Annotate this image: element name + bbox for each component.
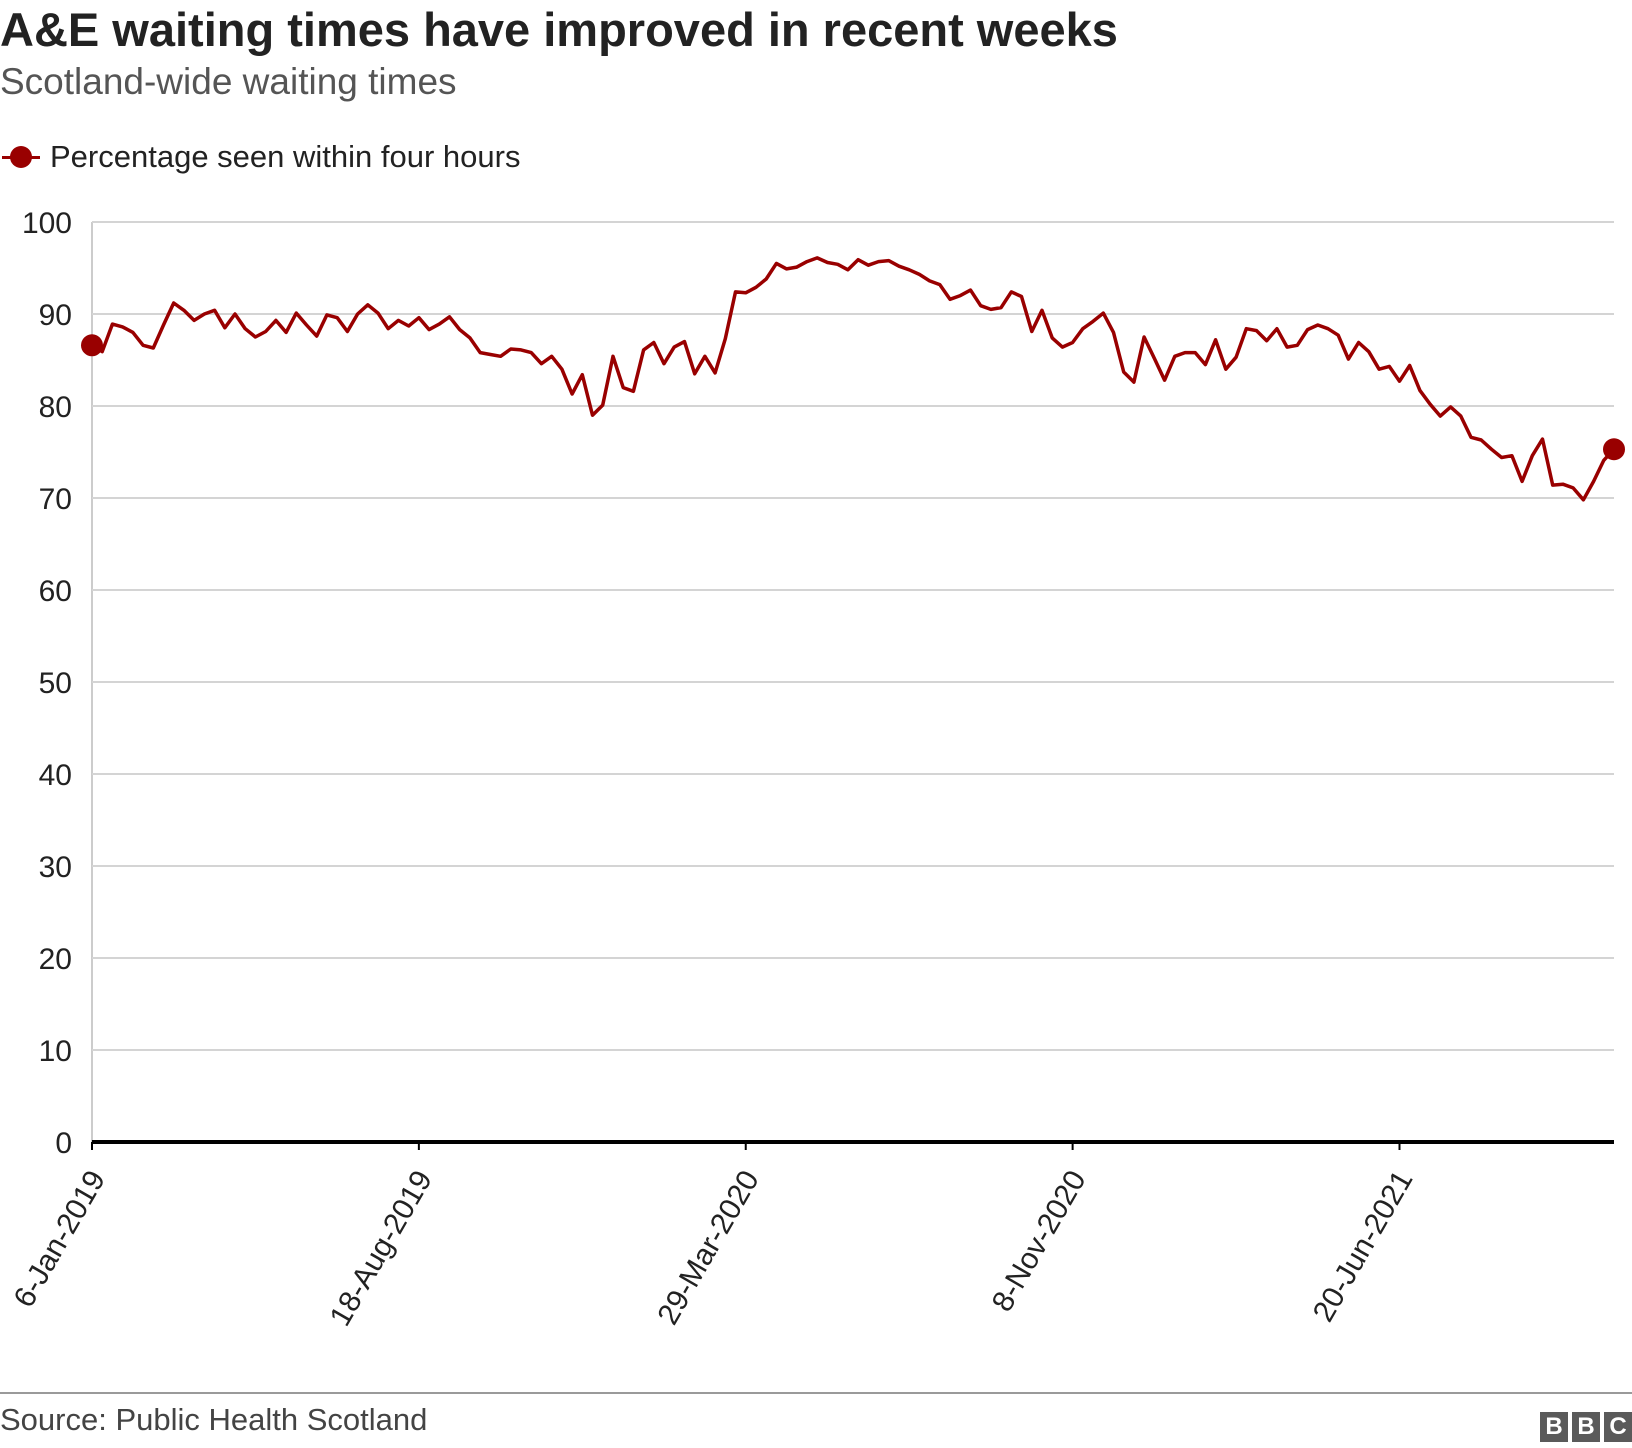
chart-subtitle: Scotland-wide waiting times [0, 61, 457, 102]
y-tick-label: 0 [55, 1127, 72, 1160]
x-tick-label: 18-Aug-2019 [324, 1165, 439, 1332]
x-axis-tick-labels: 6-Jan-2019 18-Aug-2019 29-Mar-2020 8-Nov-20… [8, 1142, 1420, 1332]
x-tick-label: 20-Jun-2021 [1307, 1165, 1420, 1327]
series-line [90, 256, 1616, 502]
x-tick-label: 8-Nov-2020 [986, 1165, 1093, 1317]
y-tick-label: 20 [39, 943, 72, 976]
bbc-logo-letter: C [1604, 1412, 1632, 1442]
y-tick-label: 10 [39, 1035, 72, 1068]
y-tick-label: 100 [22, 207, 72, 240]
x-tick-label: 29-Mar-2020 [651, 1165, 765, 1330]
y-tick-label: 50 [39, 667, 72, 700]
y-axis-tick-labels: 0 10 20 30 40 50 60 70 80 90 100 [22, 207, 72, 1160]
y-tick-label: 60 [39, 575, 72, 608]
bbc-logo: B B C [1540, 1412, 1632, 1442]
plot-area [81, 256, 1625, 502]
y-tick-label: 30 [39, 851, 72, 884]
series-start-point [81, 334, 103, 357]
footer-divider [0, 1392, 1632, 1394]
series-end-point [1603, 438, 1625, 461]
source-note: Source: Public Health Scotland [0, 1402, 428, 1437]
y-tick-label: 40 [39, 759, 72, 792]
legend-marker-icon [0, 137, 44, 177]
y-tick-label: 80 [39, 391, 72, 424]
legend: Percentage seen within four hours [0, 137, 520, 177]
gridlines [91, 221, 1614, 1144]
bbc-logo-letter: B [1540, 1412, 1568, 1442]
legend-label: Percentage seen within four hours [50, 139, 521, 174]
chart-title: A&E waiting times have improved in recen… [0, 3, 1118, 56]
y-tick-label: 70 [39, 483, 72, 516]
x-tick-label: 6-Jan-2019 [8, 1165, 112, 1313]
bbc-logo-letter: B [1572, 1412, 1600, 1442]
line-chart: 0 10 20 30 40 50 60 70 80 90 100 6-Jan-2019 18-Aug-… [8, 207, 1625, 1332]
y-tick-label: 90 [39, 299, 72, 332]
